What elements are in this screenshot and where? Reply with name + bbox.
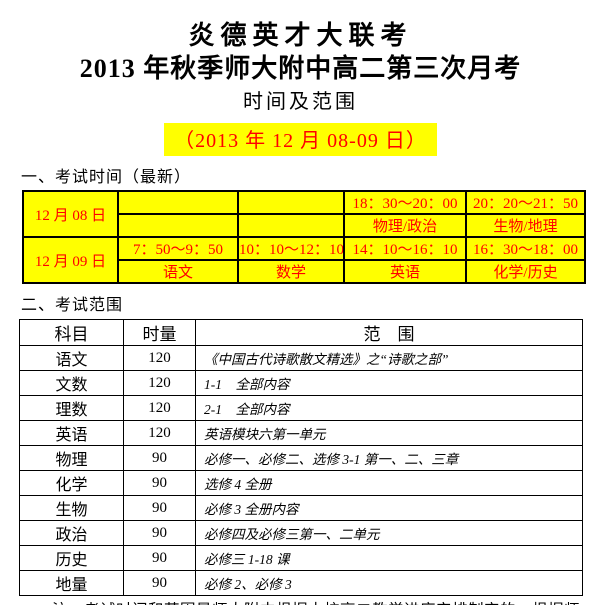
schedule-subject-cell: 数学 [237,259,345,284]
schedule-time-cell: 10：10～12：10 [237,236,345,261]
table-row: 物理 90 必修一、必修二、选修 3-1 第一、二、三章 [19,445,583,471]
scope-cell: 1-1 全部内容 [195,370,583,396]
duration-cell: 90 [123,545,196,571]
column-header-subject: 科目 [19,319,124,346]
duration-cell: 90 [123,470,196,496]
subject-cell: 英语 [19,420,124,446]
subject-cell: 历史 [19,545,124,571]
footer-note-line: 注：考试时间和范围是师大附中根据本校高二教学进度安排制定的，根据师大附中 [20,599,595,605]
subject-cell: 生物 [19,495,124,521]
table-row: 生物 90 必修 3 全册内容 [19,495,583,521]
table-row: 物理/政治 生物/地理 [23,213,586,238]
duration-cell: 90 [123,570,196,596]
exam-name-title: 2013 年秋季师大附中高二第三次月考 [79,54,522,83]
subject-cell: 语文 [19,345,124,371]
schedule-date-day2: 12 月 09 日 [22,236,119,284]
scope-cell: 2-1 全部内容 [195,395,583,421]
schedule-subject-cell: 生物/地理 [465,213,586,238]
schedule-time-cell [237,190,345,215]
scope-cell: 必修 3 全册内容 [195,495,583,521]
table-row: 政治 90 必修四及必修三第一、二单元 [19,520,583,546]
duration-cell: 120 [123,370,196,396]
duration-cell: 120 [123,345,196,371]
schedule-time-cell [117,190,239,215]
table-header-row: 科目 时量 范 围 [19,319,583,346]
schedule-subject-cell [237,213,345,238]
table-row: 12 月 08 日 18：30～20：00 20：20～21：50 [22,190,586,238]
table-row: 化学 90 选修 4 全册 [19,470,583,496]
subject-cell: 物理 [19,445,124,471]
table-row: 语文 120 《中国古代诗歌散文精选》之“诗歌之部” [19,345,583,371]
duration-cell: 90 [123,495,196,521]
exam-scope-table: 科目 时量 范 围 语文 120 《中国古代诗歌散文精选》之“诗歌之部” 文数 … [19,319,583,596]
schedule-subject-cell: 物理/政治 [343,213,467,238]
scope-cell: 必修四及必修三第一、二单元 [195,520,583,546]
column-header-duration: 时量 [123,319,196,346]
exam-brand-title: 炎德英才大联考 [188,21,413,50]
duration-cell: 120 [123,420,196,446]
schedule-subject-cell: 英语 [343,259,467,284]
table-row: 理数 120 2-1 全部内容 [19,395,583,421]
duration-cell: 90 [123,445,196,471]
table-row: 12 月 09 日 7：50～9：50 10：10～12：10 14：10～16… [22,236,586,284]
table-row: 英语 120 英语模块六第一单元 [19,420,583,446]
footer-note: 注：考试时间和范围是师大附中根据本校高二教学进度安排制定的，根据师大附中 高二的… [20,599,595,605]
document-header: 炎德英才大联考 2013 年秋季师大附中高二第三次月考 时间及范围 （2013 … [0,20,601,156]
schedule-date-day1: 12 月 08 日 [22,190,119,238]
subject-cell: 地量 [19,570,124,596]
schedule-subject-cell [117,213,239,238]
table-row: 文数 120 1-1 全部内容 [19,370,583,396]
table-row: 地量 90 必修 2、必修 3 [19,570,583,596]
schedule-subject-cell: 化学/历史 [465,259,586,284]
schedule-subject-cell: 语文 [117,259,239,284]
schedule-time-cell: 18：30～20：00 [343,190,467,215]
subject-cell: 化学 [19,470,124,496]
table-row: 语文 数学 英语 化学/历史 [23,259,586,284]
duration-cell: 120 [123,395,196,421]
scope-cell: 必修三 1-18 课 [195,545,583,571]
subject-cell: 政治 [19,520,124,546]
schedule-time-cell: 14：10～16：10 [343,236,467,261]
column-header-scope: 范 围 [195,319,583,346]
subject-cell: 理数 [19,395,124,421]
section-heading-exam-scope: 二、考试范围 [21,297,124,314]
scope-cell: 英语模块六第一单元 [195,420,583,446]
exam-schedule-table: 12 月 08 日 18：30～20：00 20：20～21：50 物理/政治 … [22,190,586,284]
exam-date-highlight: （2013 年 12 月 08-09 日） [164,123,437,156]
scope-cell: 选修 4 全册 [195,470,583,496]
scope-cell: 必修一、必修二、选修 3-1 第一、二、三章 [195,445,583,471]
scope-cell: 必修 2、必修 3 [195,570,583,596]
schedule-time-cell: 20：20～21：50 [465,190,586,215]
schedule-time-cell: 7：50～9：50 [117,236,239,261]
table-row: 历史 90 必修三 1-18 课 [19,545,583,571]
exam-subtitle: 时间及范围 [243,91,358,113]
duration-cell: 90 [123,520,196,546]
scope-cell: 《中国古代诗歌散文精选》之“诗歌之部” [195,345,583,371]
subject-cell: 文数 [19,370,124,396]
schedule-time-cell: 16：30～18：00 [465,236,586,261]
section-heading-exam-time: 一、考试时间（最新） [21,169,192,186]
